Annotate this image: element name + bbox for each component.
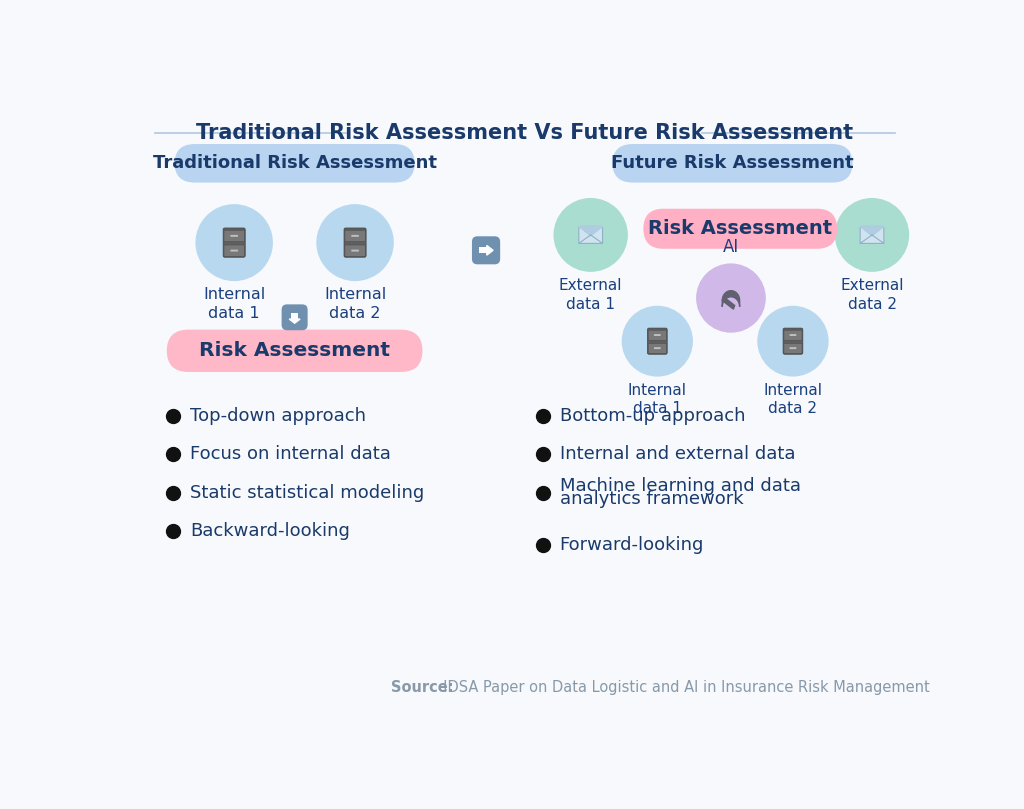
Text: External
data 2: External data 2 (841, 278, 904, 311)
FancyBboxPatch shape (790, 334, 797, 336)
FancyBboxPatch shape (351, 250, 359, 252)
FancyBboxPatch shape (230, 250, 238, 252)
FancyBboxPatch shape (654, 347, 660, 349)
FancyBboxPatch shape (282, 304, 307, 330)
Polygon shape (722, 297, 734, 309)
Text: Risk Assessment: Risk Assessment (199, 341, 390, 360)
FancyBboxPatch shape (344, 228, 367, 257)
Text: Traditional Risk Assessment: Traditional Risk Assessment (153, 155, 436, 172)
Polygon shape (579, 227, 602, 235)
Text: analytics framework: analytics framework (560, 490, 743, 508)
Text: External
data 1: External data 1 (559, 278, 623, 311)
Text: Source:: Source: (391, 680, 454, 695)
FancyBboxPatch shape (790, 347, 797, 349)
FancyBboxPatch shape (224, 231, 245, 242)
Text: Internal
data 2: Internal data 2 (764, 383, 822, 417)
Text: Bottom-up approach: Bottom-up approach (560, 407, 745, 425)
FancyBboxPatch shape (174, 144, 415, 183)
FancyBboxPatch shape (783, 330, 802, 341)
Text: Future Risk Assessment: Future Risk Assessment (611, 155, 854, 172)
FancyBboxPatch shape (292, 313, 298, 319)
FancyBboxPatch shape (647, 328, 668, 354)
FancyBboxPatch shape (783, 343, 802, 354)
Ellipse shape (196, 204, 273, 281)
Text: Forward-looking: Forward-looking (560, 536, 705, 554)
Text: Internal
data 1: Internal data 1 (203, 287, 265, 321)
Polygon shape (722, 290, 739, 307)
FancyBboxPatch shape (223, 228, 245, 257)
Text: Focus on internal data: Focus on internal data (190, 446, 391, 464)
Text: Risk Assessment: Risk Assessment (648, 219, 833, 238)
FancyBboxPatch shape (643, 209, 838, 249)
Ellipse shape (696, 264, 766, 332)
Text: Top-down approach: Top-down approach (190, 407, 366, 425)
Text: IDSA Paper on Data Logistic and AI in Insurance Risk Management: IDSA Paper on Data Logistic and AI in In… (434, 680, 930, 695)
FancyBboxPatch shape (648, 330, 667, 341)
Ellipse shape (622, 306, 693, 377)
Text: Backward-looking: Backward-looking (190, 523, 350, 540)
Ellipse shape (758, 306, 828, 377)
FancyBboxPatch shape (224, 245, 245, 256)
Polygon shape (860, 227, 884, 235)
Ellipse shape (554, 198, 628, 272)
FancyBboxPatch shape (167, 329, 423, 372)
FancyBboxPatch shape (654, 334, 660, 336)
Text: Internal and external data: Internal and external data (560, 446, 796, 464)
FancyBboxPatch shape (648, 343, 667, 354)
Text: AI: AI (723, 238, 739, 256)
Text: Static statistical modeling: Static statistical modeling (190, 484, 424, 502)
FancyBboxPatch shape (612, 144, 853, 183)
Polygon shape (289, 319, 300, 324)
FancyBboxPatch shape (230, 235, 238, 237)
Text: Machine learning and data: Machine learning and data (560, 477, 801, 495)
Text: Internal
data 1: Internal data 1 (628, 383, 687, 417)
Text: Internal
data 2: Internal data 2 (324, 287, 386, 321)
FancyBboxPatch shape (479, 248, 486, 253)
FancyBboxPatch shape (472, 236, 500, 265)
FancyBboxPatch shape (579, 227, 602, 244)
FancyBboxPatch shape (345, 231, 366, 242)
Ellipse shape (835, 198, 909, 272)
FancyBboxPatch shape (351, 235, 359, 237)
Text: Traditional Risk Assessment Vs Future Risk Assessment: Traditional Risk Assessment Vs Future Ri… (197, 123, 853, 143)
FancyBboxPatch shape (860, 227, 884, 244)
FancyBboxPatch shape (783, 328, 803, 354)
Polygon shape (486, 245, 494, 255)
Ellipse shape (316, 204, 394, 281)
FancyBboxPatch shape (345, 245, 366, 256)
